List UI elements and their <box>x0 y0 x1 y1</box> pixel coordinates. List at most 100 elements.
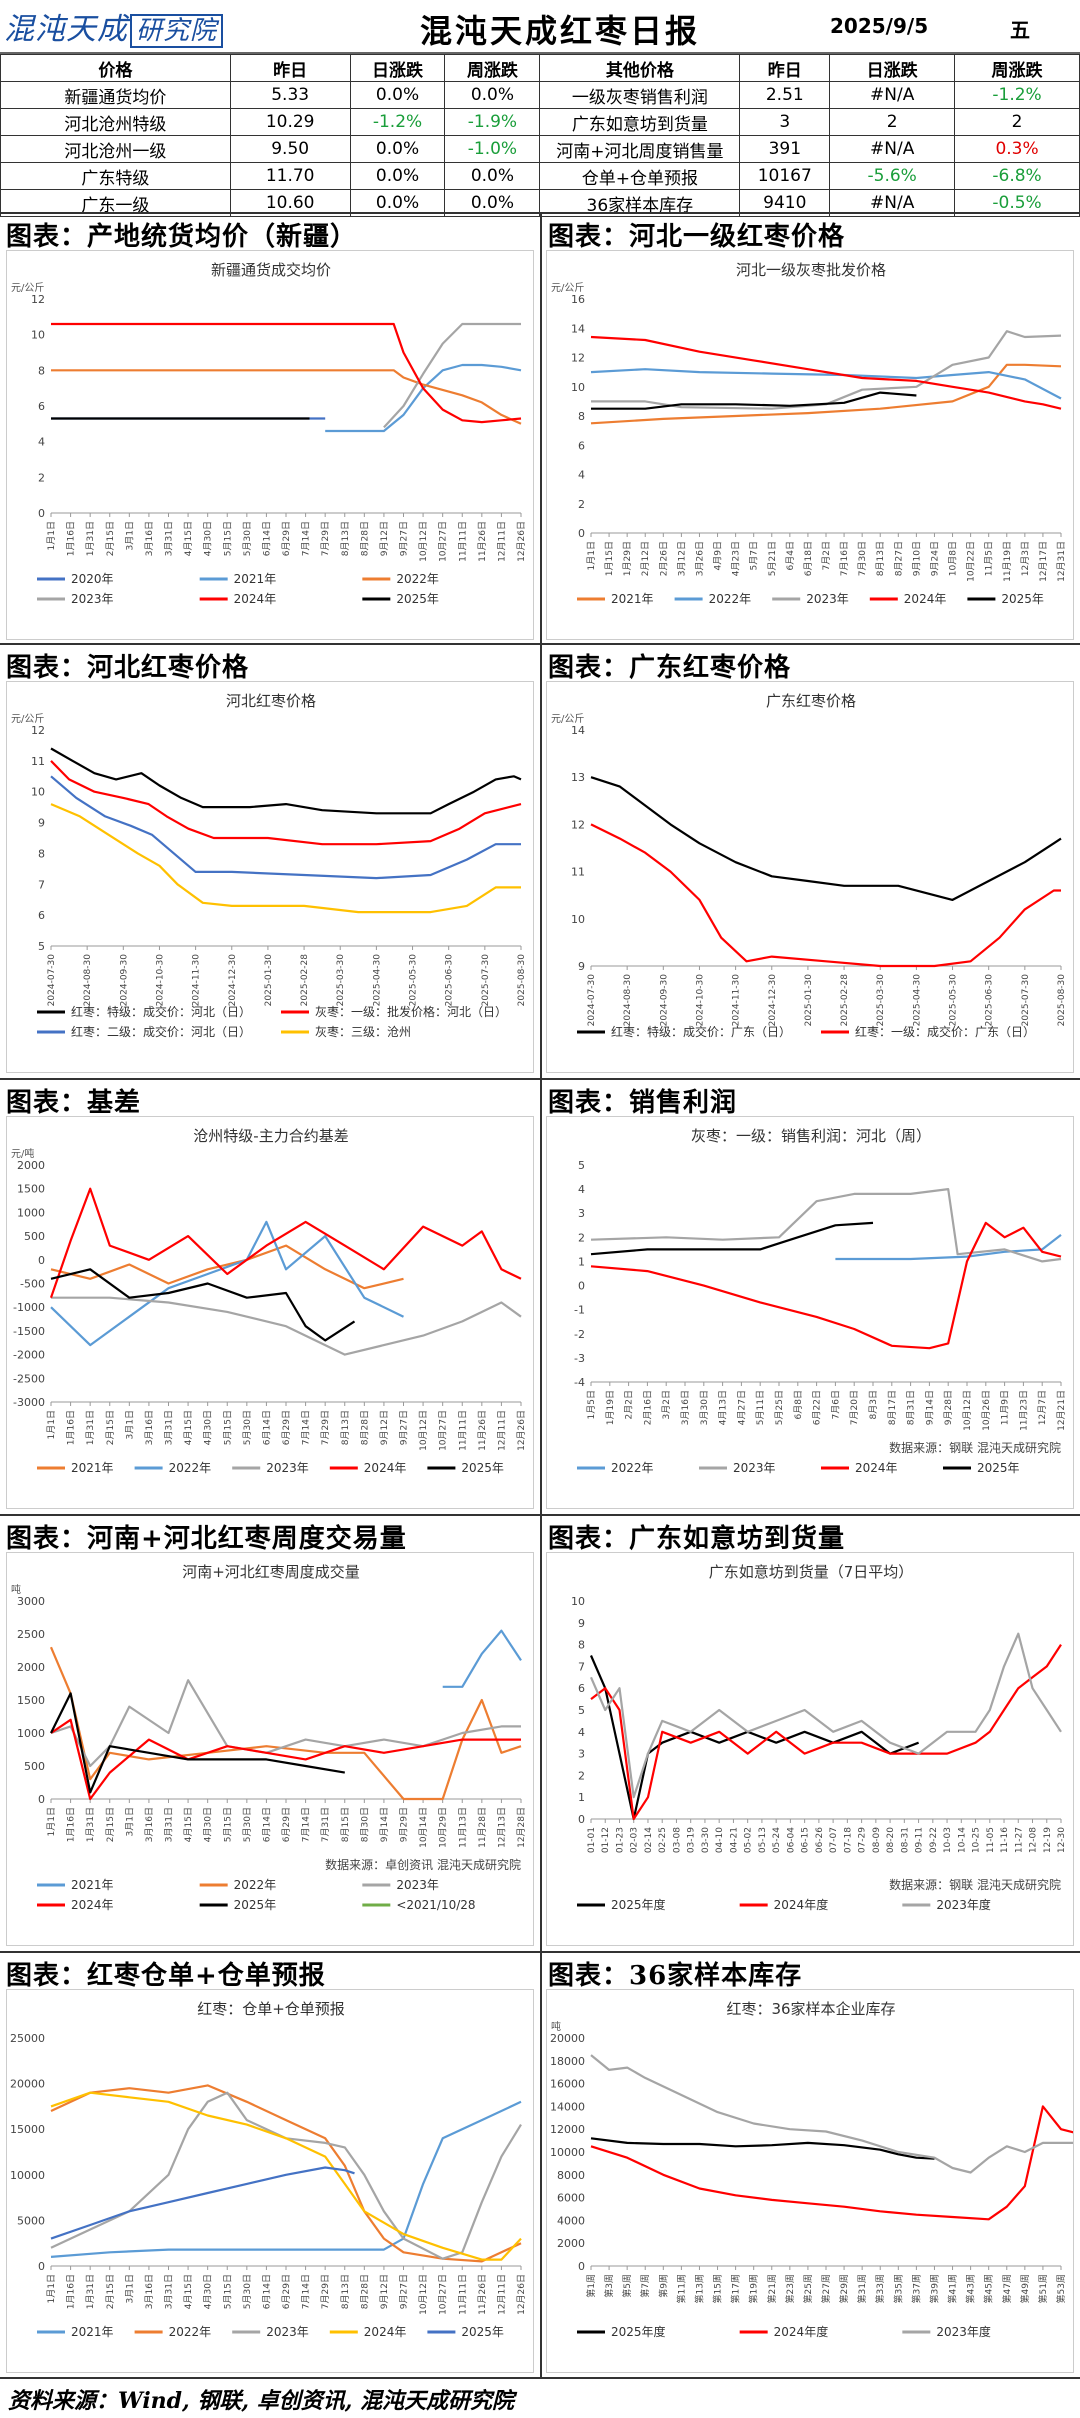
x-tick-label: 2024-11-30 <box>192 954 202 1007</box>
y-tick-label: 4 <box>578 469 585 482</box>
y-tick-label: 1500 <box>17 1183 45 1196</box>
chart-source: 数据来源：钢联 混沌天成研究院 <box>889 1877 1061 1892</box>
y-tick-label: 20000 <box>550 2032 585 2045</box>
x-tick-label: 11月5日 <box>984 541 995 576</box>
chart-title: 广东如意坊到货量（7日平均） <box>709 1563 914 1581</box>
y-tick-label: 500 <box>24 1230 45 1243</box>
col-header: 价格 <box>0 54 231 82</box>
table-cell: -1.9% <box>444 108 541 136</box>
x-tick-label: 07-07 <box>829 1827 839 1853</box>
x-tick-label: 01-01 <box>587 1827 597 1853</box>
x-tick-label: 3月16日 <box>144 2274 155 2309</box>
y-tick-label: 9 <box>578 1617 585 1630</box>
legend-item: 2025年 <box>234 1898 277 1912</box>
chart-title: 沧州特级-主力合约基差 <box>193 1127 348 1145</box>
price-table: 价格 昨日 日涨跌 周涨跌 其他价格 昨日 日涨跌 周涨跌 新疆通货均价 5.33… <box>0 54 1080 217</box>
y-axis-label: 吨 <box>551 2020 561 2033</box>
x-tick-label: 第47周 <box>1001 2274 1013 2303</box>
table-cell: 2.51 <box>739 81 831 109</box>
x-tick-label: 10月12日 <box>962 1390 973 1431</box>
y-tick-label: 16 <box>571 293 585 306</box>
y-tick-label: 6 <box>38 909 45 922</box>
col-header: 昨日 <box>229 54 351 82</box>
y-tick-label: -2500 <box>13 1372 45 1385</box>
x-tick-label: 08-09 <box>872 1827 882 1853</box>
x-tick-label: 3月1日 <box>124 2274 135 2303</box>
x-tick-label: 4月15日 <box>183 1410 194 1445</box>
page-title: 混沌天成红枣日报 <box>419 12 700 50</box>
y-tick-label: 8 <box>578 410 585 423</box>
series-line <box>591 330 1062 410</box>
series-line <box>50 2166 355 2240</box>
x-tick-label: 7月20日 <box>849 1390 860 1425</box>
series-line <box>50 2100 522 2258</box>
table-cell: 一级灰枣销售利润 <box>539 81 741 109</box>
x-tick-label: 11月26日 <box>477 1410 488 1451</box>
x-tick-label: 3月26日 <box>694 541 705 576</box>
x-tick-label: 第1周 <box>585 2274 597 2298</box>
legend-item: 2023年 <box>733 1461 776 1475</box>
y-tick-label: 4000 <box>557 2214 585 2227</box>
x-tick-label: 1月16日 <box>66 1807 77 1842</box>
y-axis-label: 元/公斤 <box>11 713 44 725</box>
y-tick-label: 12 <box>31 724 45 737</box>
x-tick-label: 11月11日 <box>457 521 468 562</box>
y-tick-label: 1 <box>578 1255 585 1268</box>
x-tick-label: 04-21 <box>729 1827 739 1853</box>
x-tick-label: 6月14日 <box>261 2274 272 2309</box>
table-row: 河北沧州一级 9.50 0.0% -1.0% 河南+河北周度销售量 391 #N/A 0.3% <box>0 135 1080 163</box>
x-tick-label: 8月3日 <box>868 1390 879 1419</box>
x-tick-label: 2024-07-30 <box>587 974 597 1027</box>
x-tick-label: 7月29日 <box>320 521 331 556</box>
panel-title-hebei-price: 图表：河北红枣价格 <box>6 653 250 683</box>
y-tick-label: -4 <box>574 1376 585 1389</box>
legend-item: 2021年 <box>234 572 277 586</box>
x-tick-label: 12月13日 <box>496 1807 507 1848</box>
x-tick-label: 3月31日 <box>164 1410 175 1445</box>
y-tick-label: 16000 <box>550 2078 585 2091</box>
y-tick-label: 1 <box>578 1791 585 1804</box>
chart-title: 广东红枣价格 <box>766 692 856 710</box>
col-header: 周涨跌 <box>444 54 541 82</box>
legend-item: 2024年度 <box>774 1897 829 1912</box>
y-tick-label: -2 <box>574 1328 585 1341</box>
series-line <box>589 1655 919 1821</box>
x-tick-label: 5月30日 <box>242 1807 253 1842</box>
legend-item: 灰枣：三级：沧州 <box>315 1024 411 1039</box>
x-tick-label: 06-04 <box>786 1827 796 1853</box>
y-tick-label: 15000 <box>10 2123 45 2136</box>
series-line <box>50 2091 522 2260</box>
x-tick-label: 12-08 <box>1029 1827 1039 1853</box>
x-tick-label: 5月15日 <box>222 521 233 556</box>
y-tick-label: 12 <box>571 818 585 831</box>
x-tick-label: 12-30 <box>1057 1827 1067 1853</box>
x-tick-label: 第3周 <box>603 2274 615 2298</box>
x-tick-label: 3月31日 <box>164 1807 175 1842</box>
x-tick-label: 9月27日 <box>399 521 410 556</box>
x-tick-label: 第27周 <box>820 2274 832 2303</box>
x-tick-label: 6月18日 <box>803 541 814 576</box>
y-tick-label: 4 <box>578 1183 585 1196</box>
series-line <box>590 823 1061 968</box>
y-tick-label: 8000 <box>557 2169 585 2182</box>
y-tick-label: 11 <box>571 866 585 879</box>
y-tick-label: 2 <box>578 498 585 511</box>
x-tick-label: 1月16日 <box>66 2274 77 2309</box>
y-tick-label: 0 <box>578 2260 585 2273</box>
y-tick-label: 3 <box>578 1748 585 1761</box>
x-tick-label: 09-11 <box>915 1827 925 1853</box>
x-tick-label: 11月19日 <box>1002 541 1013 582</box>
x-tick-label: 6月22日 <box>812 1390 823 1425</box>
chart-title: 红枣：仓单+仓单预报 <box>197 2000 345 2018</box>
y-tick-label: 8 <box>38 364 45 377</box>
panel-title-guangdong-price: 图表：广东红枣价格 <box>548 653 792 683</box>
x-tick-label: 6月4日 <box>785 541 796 570</box>
series-line <box>590 363 1062 425</box>
legend-item: 2020年 <box>71 572 114 586</box>
x-tick-label: 4月30日 <box>203 2274 214 2309</box>
x-tick-label: 5月25日 <box>774 1390 785 1425</box>
y-tick-label: 6 <box>578 1682 585 1695</box>
